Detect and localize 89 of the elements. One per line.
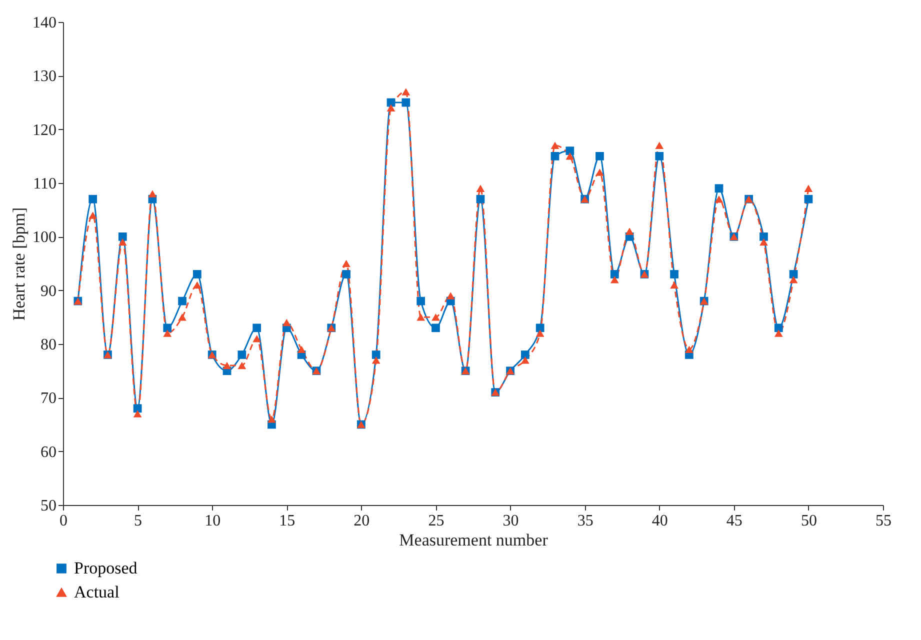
point [386,104,396,112]
x-tick-label: 30 [502,512,519,530]
legend-label: Actual [74,582,120,602]
point [610,270,619,278]
x-tick-label: 25 [428,512,444,530]
point [402,98,410,107]
point [372,350,380,359]
point [297,346,306,353]
point [252,335,261,342]
point [521,350,530,359]
y-tick-label: 110 [33,176,56,192]
point [118,238,127,246]
point [432,324,440,332]
y-tick-label: 120 [32,122,56,139]
x-tick-label: 45 [726,512,742,530]
point [476,194,485,204]
point [342,260,350,268]
point [596,152,604,160]
y-tick-label: 80 [40,336,56,354]
point [238,350,246,359]
point [238,362,246,370]
point [133,410,142,418]
point [193,270,202,278]
point [804,184,813,192]
point [610,276,619,284]
y-tick-label: 140 [32,14,56,32]
point [88,212,97,219]
point [148,190,157,198]
y-axis-title: Heart rate [bpm] [10,207,28,321]
x-tick-label: 50 [800,512,817,530]
point [550,152,560,160]
point [596,168,604,176]
point [193,281,202,289]
legend-label: Proposed [74,558,138,578]
y-tick-label: 90 [40,282,56,300]
point [566,152,574,160]
y-tick-label: 60 [40,444,56,461]
point [222,362,232,370]
point [804,194,813,204]
x-tick-label: 55 [876,512,892,530]
y-tick-label: 130 [32,68,56,86]
y-tick-label: 100 [32,229,56,246]
point [118,232,127,241]
point [550,142,560,150]
point [760,238,768,246]
point [268,416,276,423]
point [416,314,425,321]
point [714,184,724,193]
point [566,146,574,155]
x-axis-title: Measurement number [399,530,548,550]
point [446,292,455,300]
point [416,296,425,306]
x-tick-label: 35 [577,512,594,530]
point [372,356,380,364]
point [402,88,410,96]
point [178,296,186,306]
x-tick-label: 0 [60,512,68,530]
x-tick-label: 20 [354,512,370,530]
point [655,142,664,150]
x-tick-label: 10 [204,512,221,530]
x-tick-label: 40 [652,512,668,530]
point [536,330,544,337]
point [432,314,440,321]
point [163,324,172,332]
point [178,314,186,321]
point [774,330,783,337]
point [163,330,172,337]
point [536,324,544,332]
y-tick-label: 70 [40,390,56,408]
point [789,270,798,278]
point [760,232,768,241]
point [655,152,664,160]
point [670,281,678,289]
x-tick-label: 5 [134,512,142,530]
point [252,324,261,332]
point [476,184,485,192]
x-tick-label: 15 [279,512,296,530]
point [774,324,783,332]
point [714,195,724,203]
point [342,270,350,278]
point [789,276,798,284]
point [521,356,530,364]
point [282,318,291,326]
point [670,270,678,278]
point [625,228,634,235]
point [88,194,97,204]
y-tick-label: 50 [40,498,56,514]
point [685,346,694,353]
point [133,404,142,413]
